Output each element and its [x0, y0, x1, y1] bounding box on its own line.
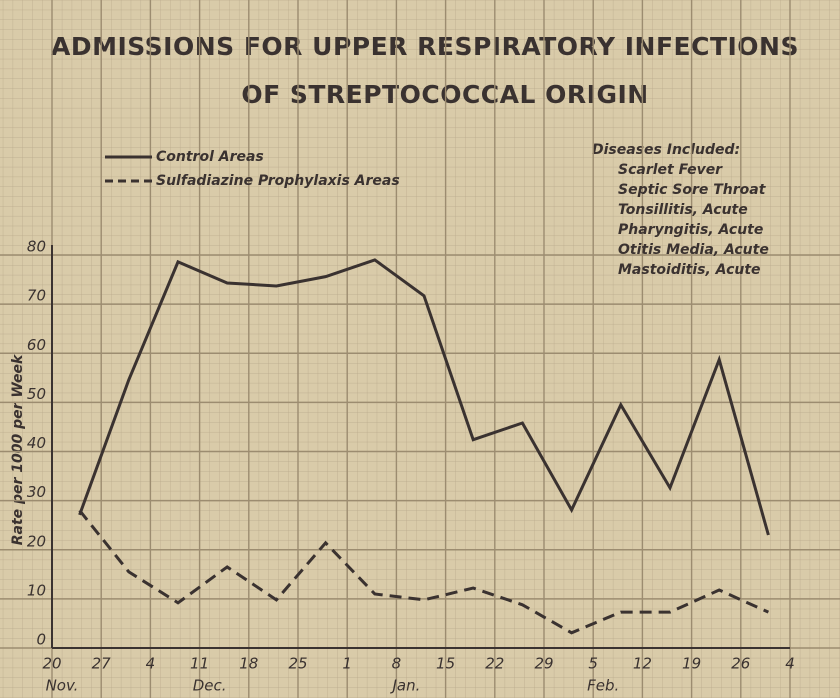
chart-title: of Streptococcal Origin: [241, 80, 648, 109]
y-tick-label: 80: [27, 238, 46, 256]
notes-item: Scarlet Fever: [618, 162, 723, 178]
x-tick-label: 22: [485, 655, 504, 673]
y-tick-label: 0: [36, 631, 46, 649]
y-tick-label: 50: [27, 385, 46, 403]
x-tick-label: 29: [534, 655, 553, 673]
chart-title: Admissions for Upper Respiratory Infecti…: [51, 32, 799, 61]
x-tick-label: 20: [42, 655, 61, 673]
notes-item: Mastoiditis, Acute: [618, 262, 761, 278]
legend-label: Control Areas: [156, 149, 264, 165]
x-tick-label: 5: [588, 655, 598, 673]
y-tick-label: 40: [27, 434, 46, 452]
x-month-label: Nov.: [46, 677, 79, 695]
y-axis-label: Rate per 1000 per Week: [10, 353, 26, 545]
x-tick-label: 8: [392, 655, 402, 673]
notes-item: Pharyngitis, Acute: [618, 222, 763, 238]
x-tick-label: 18: [239, 655, 258, 673]
notes-item: Tonsillitis, Acute: [618, 202, 748, 218]
x-tick-label: 26: [731, 655, 750, 673]
x-tick-label: 15: [436, 655, 455, 673]
notes-item: Otitis Media, Acute: [618, 242, 769, 258]
x-tick-label: 4: [146, 655, 156, 673]
x-tick-label: 12: [633, 655, 652, 673]
y-tick-label: 70: [27, 287, 46, 305]
y-tick-label: 20: [27, 532, 46, 550]
x-tick-label: 27: [92, 655, 112, 673]
x-month-label: Jan.: [389, 677, 420, 695]
x-tick-label: 1: [342, 655, 352, 673]
x-month-label: Feb.: [587, 677, 619, 695]
y-tick-label: 30: [27, 483, 46, 501]
y-tick-label: 60: [27, 336, 46, 354]
x-tick-label: 11: [190, 655, 209, 673]
x-month-label: Dec.: [193, 677, 227, 695]
x-tick-label: 4: [785, 655, 795, 673]
series-line: [78, 258, 770, 536]
notes-title: Diseases Included:: [592, 142, 740, 158]
x-tick-label: 19: [682, 655, 701, 673]
notes-item: Septic Sore Throat: [618, 182, 767, 198]
series-line: [78, 509, 770, 635]
legend-label: Sulfadiazine Prophylaxis Areas: [156, 173, 400, 189]
x-tick-label: 25: [288, 655, 307, 673]
y-tick-label: 10: [27, 581, 46, 599]
